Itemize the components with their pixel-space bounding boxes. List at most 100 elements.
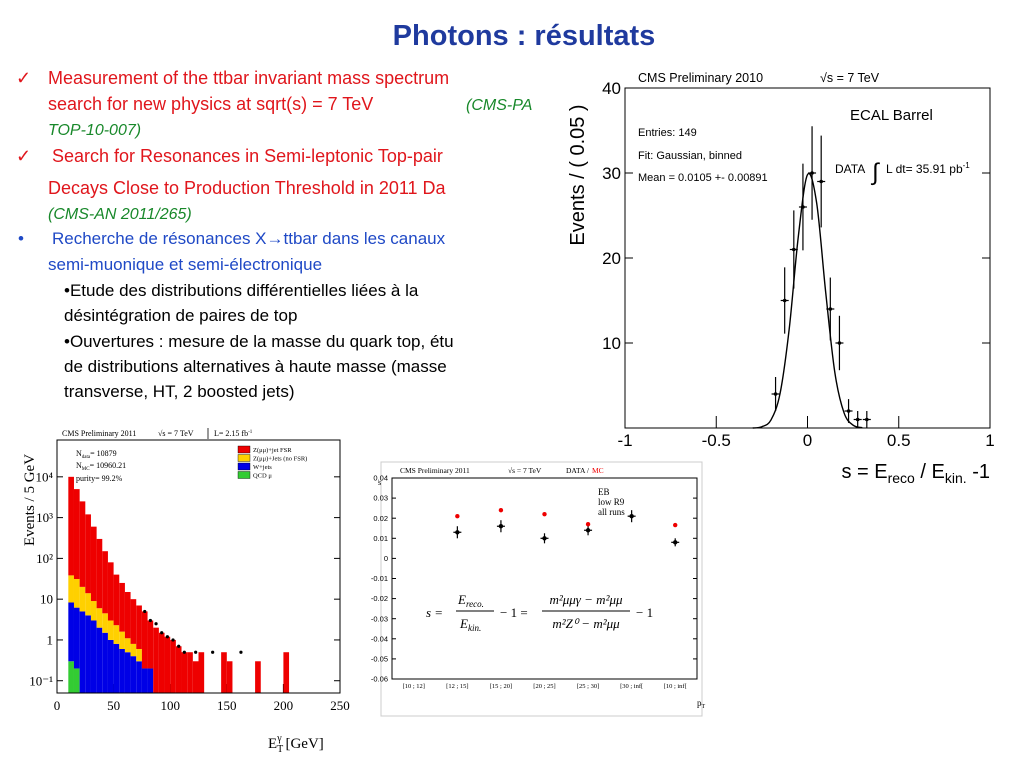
n-data: Ndata= 10879: [76, 449, 117, 460]
hist-bar: [153, 627, 159, 693]
x-tick-label: 0.5: [887, 431, 911, 450]
data-point: [629, 513, 634, 519]
hist-bar: [192, 661, 199, 693]
hist-bar: [102, 613, 108, 633]
x-label-sub: T: [277, 744, 283, 755]
hist-bar: [79, 611, 86, 693]
y-tick-label: 10: [40, 592, 53, 607]
hist-bar: [124, 652, 131, 693]
chart-1: 10⁻¹ 1 10 10² 10³ 10⁴ 0 50 100 150 200 250 Z(μμ)+jet…: [29, 439, 350, 713]
y-tick-label: -0.02: [371, 594, 388, 603]
hist-bar: [164, 636, 171, 693]
legend-label: W+jets: [253, 464, 272, 471]
x-axis-label: s = Ereco / Ekin. -1: [841, 461, 990, 486]
hist-bar: [90, 526, 97, 602]
x-label-part: s = E: [841, 461, 887, 483]
n-text: N: [76, 449, 82, 458]
hist-bar: [181, 652, 188, 693]
x-tick-label: [25 ; 30]: [577, 683, 599, 690]
data-point: [673, 522, 678, 528]
x-tick-label: 0: [54, 698, 61, 713]
formula-part: Ekin.: [459, 616, 481, 633]
hist-bar: [147, 668, 154, 693]
data-point: [819, 179, 823, 184]
sub-line: transverse, HT, 2 boosted jets): [64, 382, 295, 401]
x-tick-label: [30 ; inf[: [620, 683, 643, 690]
x-tick-label: [10 ; 12]: [403, 683, 425, 690]
hist-bar: [85, 593, 91, 616]
hist-bar: [119, 582, 125, 632]
legend-label: MC: [592, 466, 604, 475]
integral-sign: ∫: [870, 159, 880, 186]
x-tick-label: -1: [617, 431, 632, 450]
hist-bar: [68, 575, 74, 603]
hist-bar: [79, 586, 86, 612]
hist-bar: [124, 638, 131, 653]
data-point: [855, 417, 860, 422]
x-label-part: [GeV]: [282, 736, 324, 752]
y-tick-label: 1: [47, 632, 54, 647]
hist-bar: [221, 652, 227, 693]
hist-bar: [226, 661, 233, 693]
hist-bar: [96, 538, 103, 609]
chart-2: -0.06 -0.05 -0.04 -0.03 -0.02 -0.01 0 0.01 0.02 0…: [371, 466, 698, 690]
x-tick-label: 100: [160, 698, 180, 713]
hist-bar: [96, 627, 103, 693]
n-mc: NMC= 10960.21: [76, 461, 126, 472]
hist-bar: [73, 607, 80, 669]
legend-swatch: [237, 445, 251, 454]
formula-sub: kin.: [468, 623, 481, 633]
data-point: [542, 536, 547, 541]
data-point: [846, 409, 851, 413]
bullet-marker: ✓: [16, 146, 31, 166]
legend-swatch: [237, 462, 251, 471]
x-tick-label: 250: [330, 698, 350, 713]
x-label-part: E: [268, 736, 277, 752]
chart-1-text: CMS Preliminary 2011 √s = 7 TeV L= 2.15 …: [22, 428, 324, 755]
formula-part: m²μμγ − m²μμ: [549, 592, 623, 607]
hist-bar: [73, 668, 80, 693]
data-label: DATA: [835, 162, 865, 176]
chart-header: CMS Preliminary 2011: [400, 466, 470, 475]
chart-0-text: CMS Preliminary 2010 √s = 7 TeV ECAL Bar…: [567, 71, 990, 486]
data-point: [182, 650, 186, 654]
data-point: [154, 622, 158, 626]
hist-bar: [283, 652, 290, 693]
legend-label: Z(μμ)+Jets (no FSR): [253, 456, 307, 463]
n-text: N: [76, 461, 82, 470]
formula-part: − 1: [636, 605, 653, 620]
bullet-line: Decays Close to Production Threshold in …: [48, 178, 447, 198]
chart-energy: √s = 7 TeV: [508, 466, 542, 475]
bullet-ref: TOP-10-007): [48, 122, 141, 139]
n-val: = 10960.21: [90, 461, 127, 470]
hist-bar: [130, 599, 137, 644]
x-tick-label: [12 ; 15]: [446, 683, 468, 690]
chart-panel: [558, 62, 1002, 517]
x-label-sub: T: [702, 704, 706, 710]
formula-part: m²Z⁰ − m²μμ: [552, 616, 620, 631]
x-label-sub: kin.: [945, 470, 967, 486]
hist-bar: [136, 605, 142, 649]
x-tick-label: [10 ; inf[: [664, 683, 687, 690]
hist-bar: [141, 668, 148, 693]
y-tick-label: 0.04: [373, 474, 388, 483]
note: all runs: [598, 507, 625, 517]
bullet-line: semi-muonique et semi-électronique: [48, 255, 322, 274]
purity: purity= 99.2%: [76, 474, 123, 483]
data-point: [143, 609, 147, 614]
hist-bar: [136, 648, 142, 662]
fit-curve: [752, 172, 863, 429]
bullet-line: Recherche de résonances X→ttbar dans les…: [52, 229, 446, 248]
hist-bar: [124, 591, 131, 639]
data-point: [673, 540, 678, 545]
data-point: [782, 298, 787, 303]
sub-line: de distributions alternatives à haute ma…: [64, 357, 447, 376]
chart-energy: √s = 7 TeV: [820, 71, 880, 85]
y-tick-label: 0.02: [373, 514, 388, 523]
y-tick-label: 0: [384, 554, 388, 563]
data-point: [455, 513, 460, 519]
chart-0: 10 20 30 40 -1 -0.5 0 0.5 1: [602, 79, 995, 450]
lumi-sup: -1: [963, 161, 971, 170]
n-sub: data: [82, 455, 91, 460]
data-point: [171, 638, 175, 642]
